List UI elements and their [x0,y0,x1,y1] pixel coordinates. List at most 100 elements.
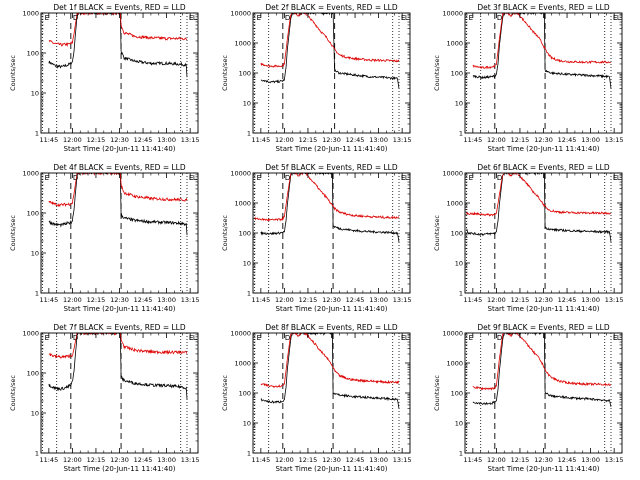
x-tick-label: 12:15 [87,296,106,304]
y-tick-label: 1 [247,450,251,458]
x-tick-label: 12:15 [299,296,318,304]
x-tick-label: 12:00 [487,296,506,304]
y-axis-label: Counts/sec [221,55,229,91]
x-tick-label: 12:15 [299,456,318,464]
series-group [254,173,400,243]
y-tick-label: 100 [27,370,39,378]
x-tick-label: 12:15 [511,296,530,304]
y-tick-label: 10000 [230,10,251,18]
event-marker-label: E [189,334,193,342]
y-tick-label: 10 [243,100,251,108]
events-series-line [472,13,612,89]
x-tick-label: 12:30 [534,456,553,464]
y-tick-label: 10000 [442,10,463,18]
x-tick-label: 12:30 [110,296,129,304]
event-marker-label: E [613,174,617,182]
detector-panel: Det 1f BLACK = Events, RED = LLD Counts/s… [9,3,200,153]
x-tick-label: 13:15 [393,456,412,464]
x-tick-label: 12:45 [134,136,153,144]
y-tick-label: 10 [455,100,463,108]
x-tick-label: 12:00 [63,136,82,144]
x-tick-label: 12:30 [322,136,341,144]
series-group [48,173,188,236]
x-axis-label: Start Time (20-Jun-11 11:41:40) [64,145,176,153]
series-group [466,173,612,243]
x-tick-label: 12:00 [275,296,294,304]
plot-frame [40,172,199,294]
event-marker-label: E [469,14,473,22]
annotation-label: LL [613,14,621,22]
event-marker-label: E [613,334,617,342]
x-tick-label: 12:15 [511,456,530,464]
events-series-line [48,333,188,400]
event-marker-label: E [257,14,261,22]
event-marker-label: E [401,334,405,342]
series-group [48,13,188,78]
detector-panel: Det 7f BLACK = Events, RED = LLD Counts/s… [9,323,200,473]
x-tick-label: 12:00 [487,456,506,464]
y-tick-label: 1000 [446,40,463,48]
panel-title: Det 5f BLACK = Events, RED = LLD [265,163,398,172]
panel-title: Det 2f BLACK = Events, RED = LLD [265,3,398,12]
x-tick-label: 13:15 [181,296,200,304]
event-marker-label: D [285,334,290,342]
x-tick-label: 12:30 [110,136,129,144]
x-tick-label: 13:15 [393,296,412,304]
y-tick-label: 1000 [22,10,39,18]
y-tick-label: 10 [31,250,39,258]
y-tick-label: 100 [239,390,251,398]
x-tick-label: 13:00 [581,296,600,304]
plot-frame [464,332,623,454]
x-axis-label: Start Time (20-Jun-11 11:41:40) [488,145,600,153]
x-tick-label: 13:00 [157,296,176,304]
y-axis-label: Counts/sec [221,215,229,251]
event-marker-label: E [613,14,617,22]
events-series-line [48,13,188,78]
y-axis-label: Counts/sec [221,375,229,411]
x-tick-label: 11:45 [39,456,58,464]
detector-panel: Det 3f BLACK = Events, RED = LLD Counts/s… [433,3,624,153]
y-tick-label: 1 [459,130,463,138]
detector-panel: Det 2f BLACK = Events, RED = LLD Counts/s… [221,3,412,153]
annotation-label: LL [613,174,621,182]
x-tick-label: 12:45 [558,456,577,464]
x-axis-label: Start Time (20-Jun-11 11:41:40) [64,465,176,473]
x-axis-label: Start Time (20-Jun-11 11:41:40) [488,465,600,473]
lld-series-line [254,173,400,222]
y-tick-label: 10000 [230,170,251,178]
x-tick-label: 12:15 [87,456,106,464]
events-series-line [48,173,188,236]
x-tick-label: 12:45 [558,136,577,144]
event-marker-label: D [285,14,290,22]
event-marker-label: E [189,14,193,22]
x-tick-label: 11:45 [251,296,270,304]
y-tick-label: 1000 [446,200,463,208]
x-tick-label: 11:45 [39,296,58,304]
event-marker-label: E [45,14,49,22]
x-tick-label: 13:00 [581,136,600,144]
event-marker-label: E [401,174,405,182]
x-tick-label: 13:00 [369,136,388,144]
y-tick-label: 10 [243,420,251,428]
event-marker-label: E [45,174,49,182]
y-tick-label: 1000 [234,40,251,48]
x-tick-label: 13:15 [605,296,624,304]
annotation-label: LL [189,334,197,342]
x-tick-label: 13:15 [181,456,200,464]
x-tick-label: 11:45 [463,456,482,464]
annotation-label: LL [401,174,409,182]
x-tick-label: 12:30 [110,456,129,464]
event-marker-label: D [497,174,502,182]
x-tick-label: 12:45 [134,296,153,304]
x-tick-label: 11:45 [463,136,482,144]
y-axis-label: Counts/sec [9,375,17,411]
x-tick-label: 12:15 [299,136,318,144]
lld-series-line [48,333,188,359]
events-series-line [260,173,400,243]
y-tick-label: 1 [459,290,463,298]
panel-title: Det 7f BLACK = Events, RED = LLD [53,323,186,332]
x-tick-label: 12:45 [134,456,153,464]
event-marker-label: E [189,174,193,182]
y-tick-label: 1000 [446,360,463,368]
annotation-label: LL [401,14,409,22]
